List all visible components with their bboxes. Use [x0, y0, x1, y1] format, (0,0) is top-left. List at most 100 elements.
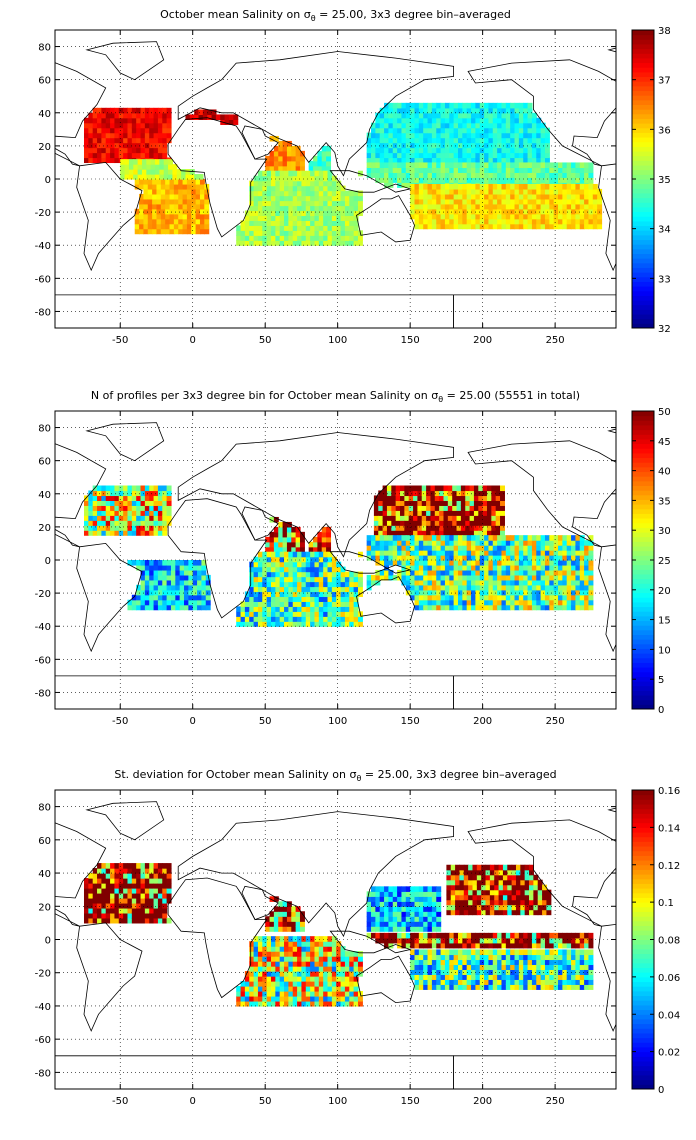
- bin-cell: [588, 203, 594, 210]
- bin-cell: [92, 883, 98, 889]
- bin-cell: [579, 545, 585, 551]
- bin-cell: [375, 540, 381, 546]
- bin-cell: [492, 569, 498, 576]
- bin-cell: [292, 601, 298, 607]
- bin-cell: [413, 490, 419, 497]
- bin-cell: [469, 490, 475, 497]
- bin-cell: [486, 485, 492, 492]
- bin-cell: [414, 604, 420, 611]
- bin-cell: [452, 515, 458, 521]
- bin-cell: [139, 203, 145, 210]
- bin-cell: [540, 198, 546, 205]
- bin-cell: [488, 162, 494, 169]
- bin-cell: [531, 942, 537, 949]
- bin-cell: [265, 916, 271, 922]
- bin-cell: [388, 569, 394, 576]
- bin-cell: [444, 102, 450, 109]
- bin-cell: [518, 167, 524, 173]
- bin-cell: [379, 545, 385, 551]
- bin-cell: [418, 949, 424, 956]
- bin-cell: [440, 555, 446, 561]
- bin-cell: [430, 500, 436, 506]
- bin-cell: [462, 579, 468, 586]
- bin-cell: [140, 868, 146, 874]
- bin-cell: [127, 107, 133, 114]
- bin-cell: [199, 213, 205, 220]
- bin-cell: [249, 566, 255, 573]
- bin-cell: [558, 203, 563, 210]
- bin-cell: [149, 515, 155, 521]
- bin-cell: [571, 167, 577, 173]
- bin-cell: [127, 495, 133, 501]
- colorbar-step: [632, 132, 654, 138]
- bin-cell: [471, 594, 476, 601]
- bin-cell: [323, 205, 329, 212]
- bin-cell: [510, 162, 516, 169]
- bin-cell: [575, 183, 581, 190]
- bin-cell: [270, 591, 276, 598]
- bin-cell: [531, 137, 537, 144]
- bin-cell: [101, 530, 107, 536]
- bin-cell: [431, 984, 437, 990]
- bin-cell: [266, 190, 272, 197]
- bin-cell: [549, 193, 555, 200]
- colorbar-tick-label: 10: [658, 645, 671, 656]
- bin-cell: [453, 584, 459, 591]
- bin-cell: [466, 198, 472, 205]
- bin-cell: [162, 500, 168, 506]
- bin-cell: [123, 490, 129, 497]
- bin-cell: [449, 937, 455, 944]
- bin-cell: [314, 210, 320, 217]
- bin-cell: [88, 873, 94, 879]
- bin-cell: [140, 510, 146, 516]
- bin-cell: [540, 203, 546, 210]
- bin-cell: [540, 579, 546, 586]
- bin-cell: [147, 198, 153, 205]
- bin-cell: [168, 174, 174, 180]
- bin-cell: [284, 561, 289, 568]
- bin-cell: [479, 167, 485, 173]
- bin-cell: [299, 546, 305, 553]
- bin-cell: [92, 127, 98, 134]
- bin-cell: [449, 193, 455, 200]
- bin-cell: [410, 550, 416, 556]
- bin-cell: [371, 540, 376, 546]
- bin-cell: [310, 210, 316, 217]
- bin-cell: [447, 510, 453, 516]
- bin-cell: [468, 889, 474, 896]
- bin-cell: [327, 606, 333, 612]
- bin-cell: [414, 974, 420, 980]
- bin-cell: [397, 112, 403, 119]
- bin-cell: [444, 172, 450, 178]
- bin-cell: [185, 114, 191, 120]
- bin-cell: [423, 152, 429, 159]
- bin-cell: [410, 954, 416, 961]
- bin-cell: [579, 213, 585, 220]
- bin-cell: [123, 515, 129, 521]
- bin-cell: [453, 969, 459, 975]
- bin-cell: [88, 520, 94, 526]
- colorbar-step: [632, 513, 654, 519]
- bin-cell: [141, 164, 147, 170]
- bin-cell: [465, 505, 471, 511]
- bin-cell: [288, 576, 294, 583]
- bin-cell: [392, 142, 398, 149]
- bin-cell: [327, 240, 333, 246]
- bin-cell: [434, 525, 440, 531]
- bin-cell: [321, 536, 327, 543]
- bin-cell: [150, 164, 156, 170]
- bin-cell: [204, 188, 210, 195]
- bin-cell: [527, 604, 533, 611]
- bin-cell: [297, 240, 303, 246]
- bin-cell: [549, 167, 555, 173]
- bin-cell: [453, 564, 459, 571]
- bin-cell: [494, 894, 500, 901]
- bin-cell: [314, 576, 320, 583]
- bin-cell: [127, 863, 133, 869]
- bin-cell: [395, 520, 401, 526]
- bin-cell: [449, 974, 455, 980]
- bin-cell: [523, 127, 529, 134]
- bin-cell: [414, 560, 420, 566]
- bin-cell: [270, 556, 276, 563]
- bin-cell: [553, 208, 559, 215]
